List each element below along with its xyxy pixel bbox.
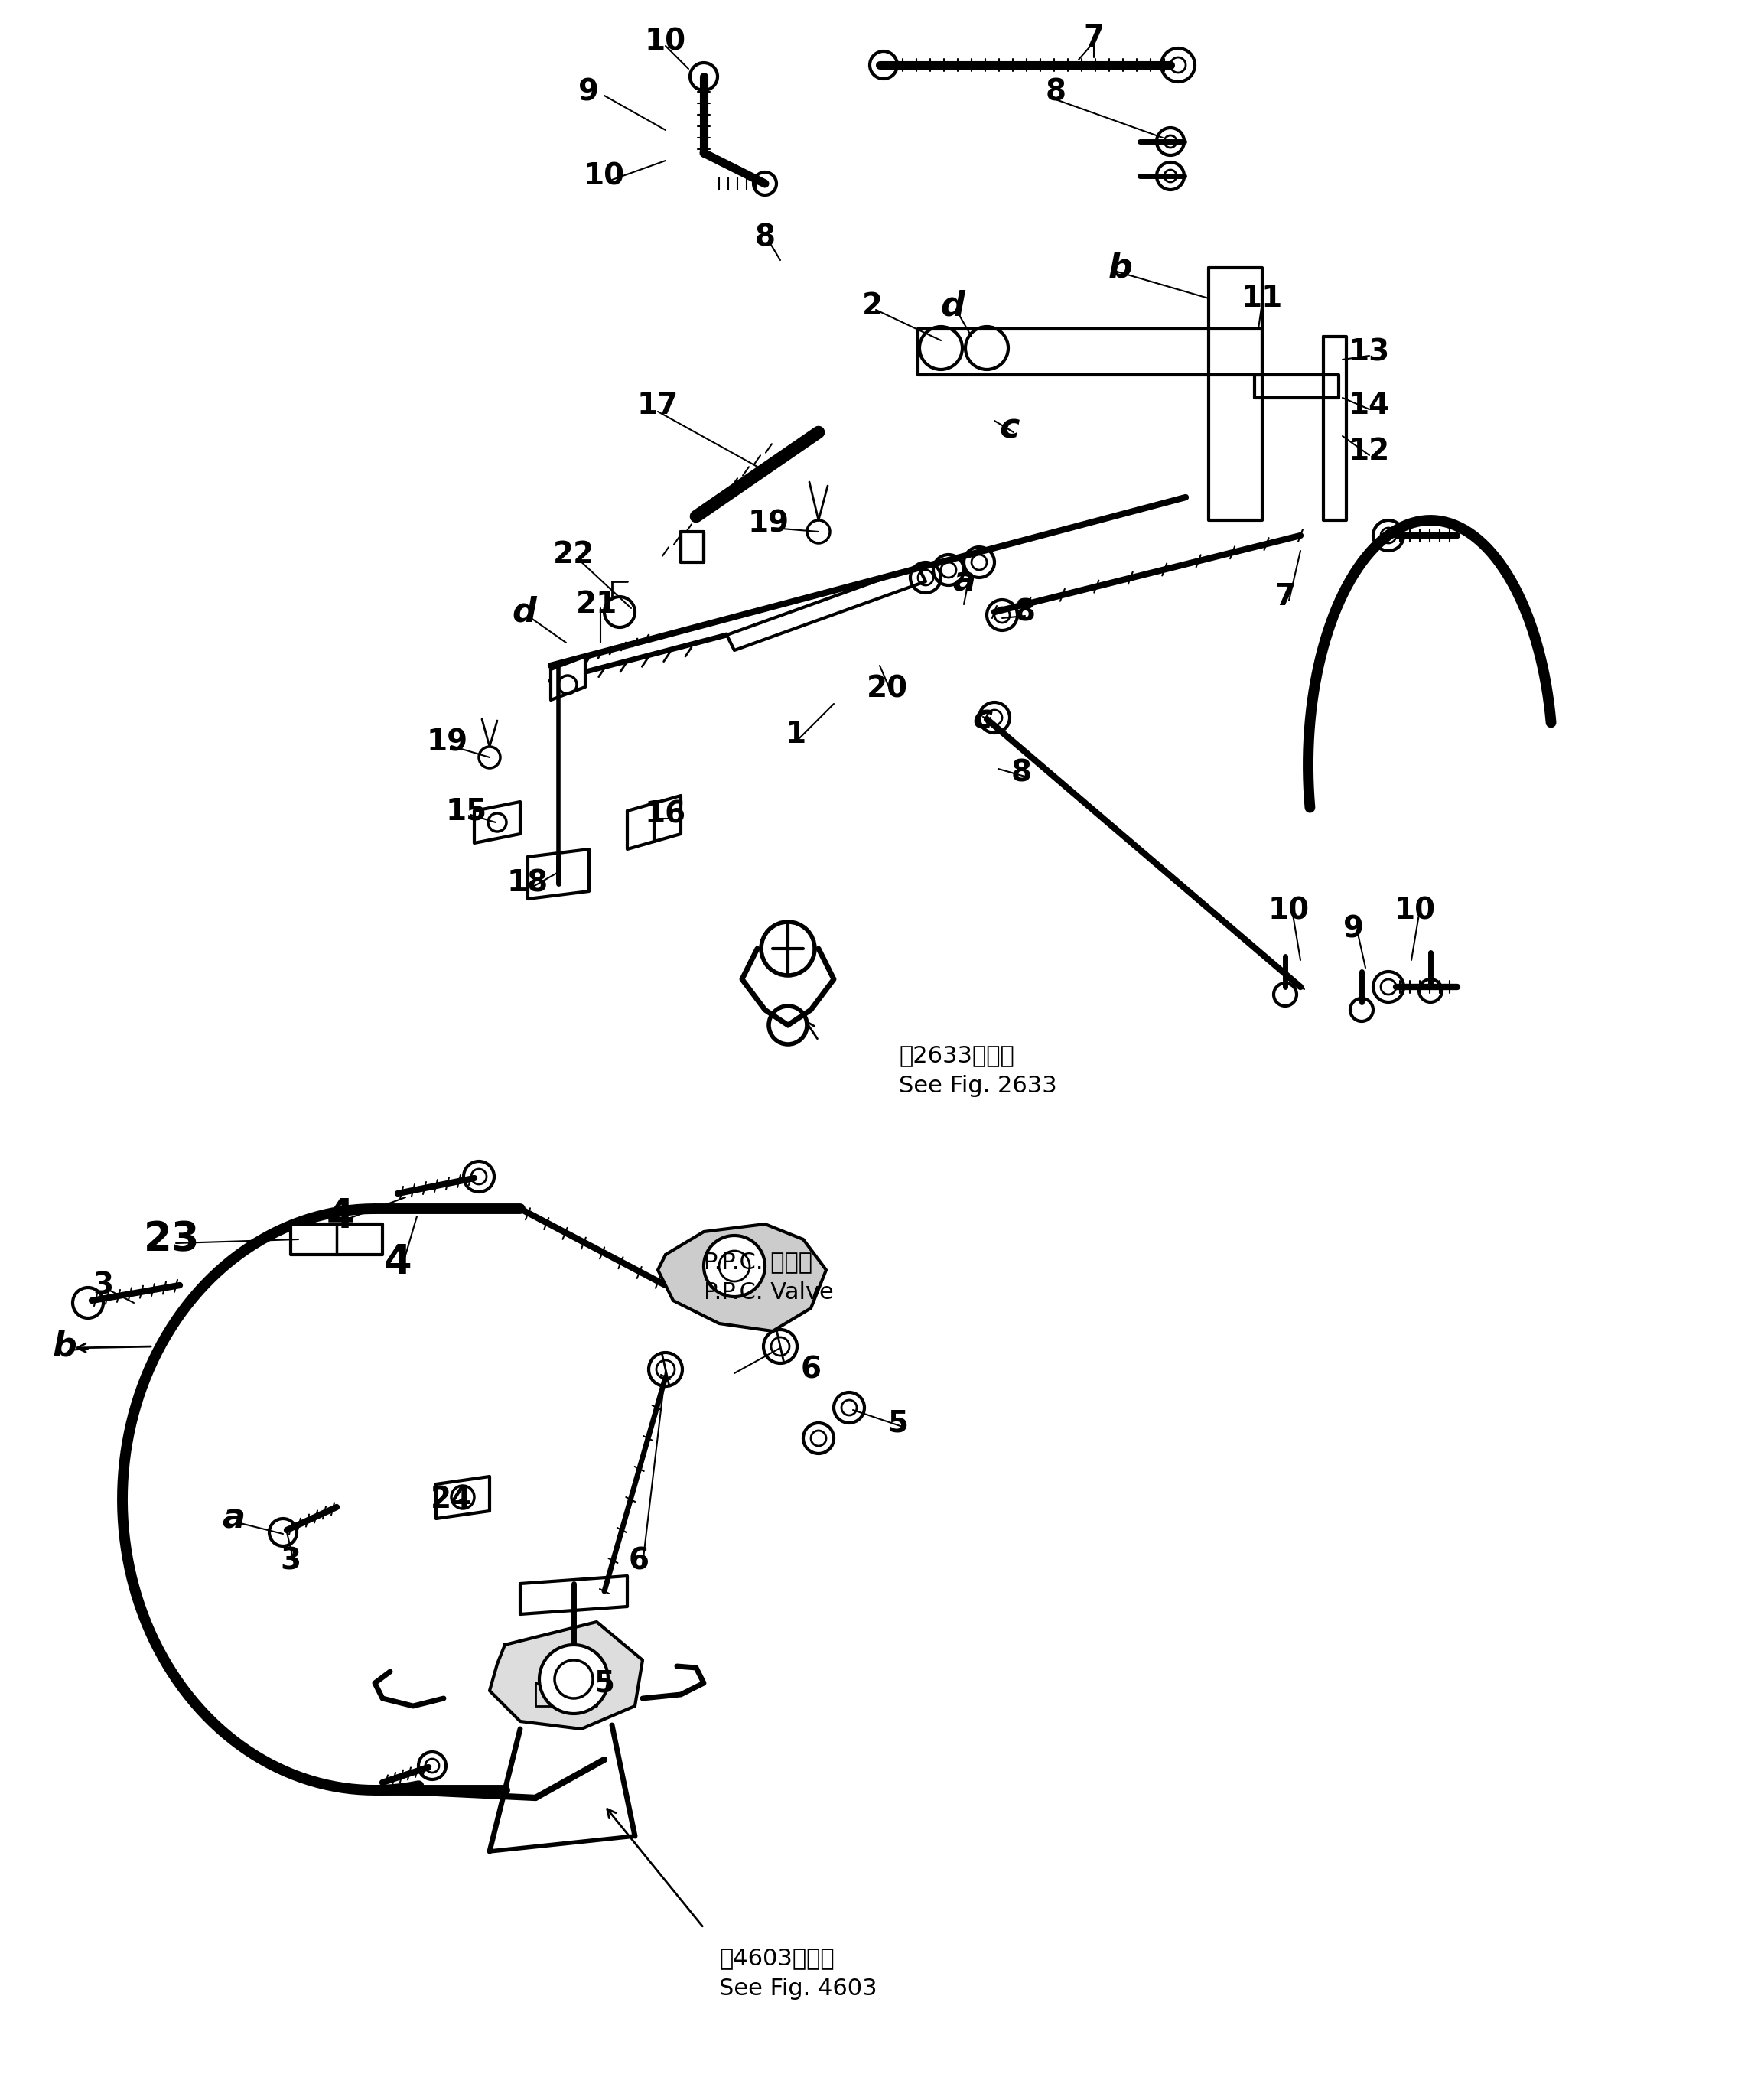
Text: 14: 14 bbox=[1349, 391, 1390, 420]
Polygon shape bbox=[490, 1621, 643, 1728]
Text: 10: 10 bbox=[584, 162, 626, 191]
Text: 10: 10 bbox=[645, 27, 687, 57]
Text: 22: 22 bbox=[553, 540, 594, 569]
Text: 10: 10 bbox=[1394, 897, 1436, 924]
Text: b: b bbox=[52, 1329, 76, 1363]
Text: 11: 11 bbox=[1241, 284, 1283, 313]
Text: 8: 8 bbox=[1012, 758, 1032, 788]
Text: 6: 6 bbox=[629, 1546, 648, 1575]
Polygon shape bbox=[436, 1476, 490, 1518]
Text: 8: 8 bbox=[1015, 598, 1036, 626]
Text: 2: 2 bbox=[862, 292, 883, 321]
Text: c: c bbox=[999, 412, 1020, 445]
Text: 13: 13 bbox=[1349, 338, 1390, 365]
Text: 第2633図参照: 第2633図参照 bbox=[899, 1044, 1015, 1067]
Text: 第4603図参照: 第4603図参照 bbox=[720, 1947, 834, 1970]
Text: b: b bbox=[1109, 252, 1133, 284]
Text: P.P.C. Valve: P.P.C. Valve bbox=[704, 1281, 834, 1304]
Text: 15: 15 bbox=[447, 796, 487, 825]
Polygon shape bbox=[290, 1224, 382, 1254]
Text: 3: 3 bbox=[280, 1546, 301, 1575]
Circle shape bbox=[704, 1235, 765, 1296]
Text: 7: 7 bbox=[1274, 582, 1295, 611]
Text: 21: 21 bbox=[575, 590, 617, 619]
Text: 3: 3 bbox=[92, 1270, 113, 1300]
Text: c: c bbox=[973, 704, 992, 735]
Text: 9: 9 bbox=[579, 78, 600, 107]
Text: 16: 16 bbox=[645, 800, 687, 830]
Text: d: d bbox=[511, 596, 537, 628]
Polygon shape bbox=[659, 1224, 826, 1331]
Text: 20: 20 bbox=[867, 674, 907, 704]
Text: 8: 8 bbox=[1045, 78, 1065, 107]
Text: 1: 1 bbox=[786, 720, 806, 750]
Text: a: a bbox=[952, 565, 975, 598]
Text: 19: 19 bbox=[428, 727, 468, 756]
Text: 12: 12 bbox=[1349, 437, 1390, 466]
Text: 5: 5 bbox=[888, 1409, 909, 1439]
Polygon shape bbox=[474, 802, 520, 842]
Text: 5: 5 bbox=[594, 1670, 615, 1697]
Text: d: d bbox=[940, 290, 965, 323]
Text: 23: 23 bbox=[144, 1220, 200, 1260]
Text: a: a bbox=[222, 1502, 245, 1535]
Text: 4: 4 bbox=[384, 1243, 412, 1283]
Text: 8: 8 bbox=[754, 223, 775, 252]
Text: 4: 4 bbox=[327, 1197, 355, 1237]
Text: See Fig. 4603: See Fig. 4603 bbox=[720, 1978, 878, 1999]
Text: 6: 6 bbox=[801, 1354, 820, 1384]
Text: 24: 24 bbox=[431, 1485, 473, 1514]
Text: See Fig. 2633: See Fig. 2633 bbox=[899, 1075, 1057, 1098]
Text: P.P.C. バルブ: P.P.C. バルブ bbox=[704, 1252, 812, 1273]
Text: 9: 9 bbox=[1343, 916, 1364, 945]
Text: 19: 19 bbox=[747, 510, 789, 538]
Polygon shape bbox=[681, 531, 704, 563]
Polygon shape bbox=[551, 657, 586, 699]
Text: 17: 17 bbox=[638, 391, 678, 420]
Text: 7: 7 bbox=[1083, 23, 1104, 52]
Circle shape bbox=[539, 1644, 608, 1714]
Text: 10: 10 bbox=[1269, 897, 1310, 924]
Text: 18: 18 bbox=[507, 869, 549, 899]
